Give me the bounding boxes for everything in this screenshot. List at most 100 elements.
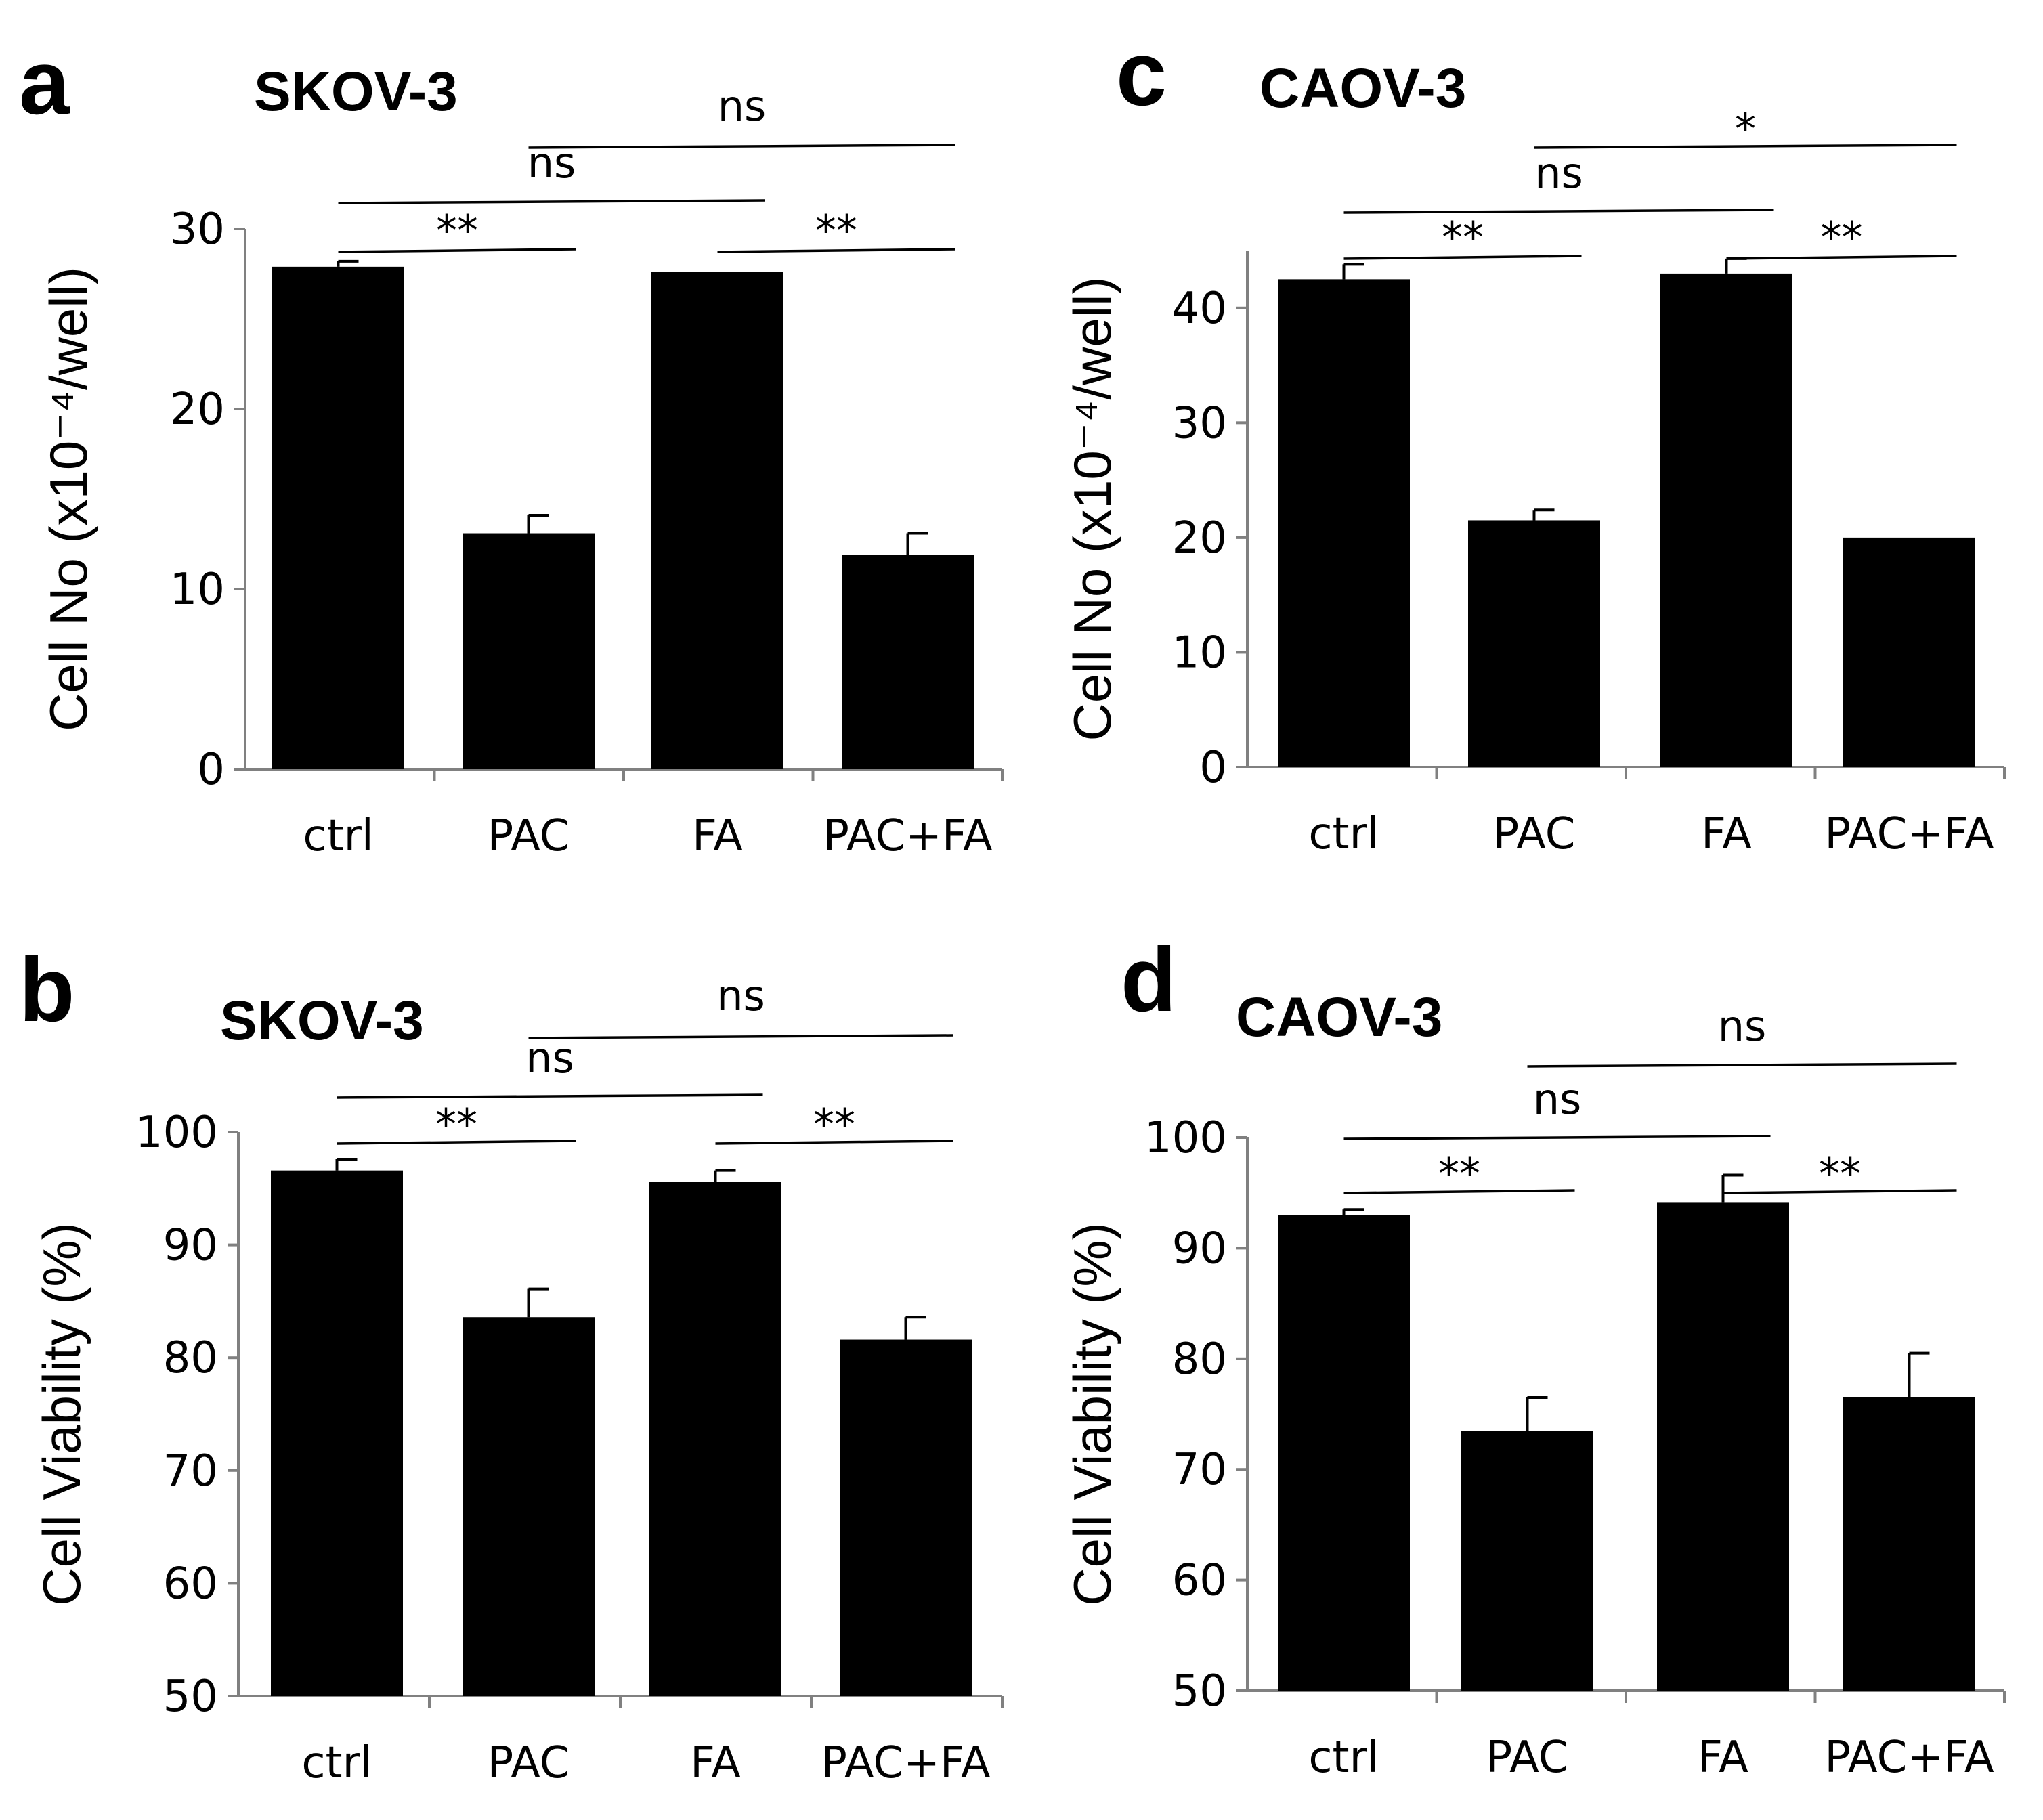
y-tick-label: 100 [135, 1108, 218, 1158]
y-axis-label: Cell Viability (%) [32, 1222, 91, 1605]
significance-line [1343, 209, 1774, 214]
significance-label: ** [1821, 213, 1863, 262]
significance-line [1726, 255, 1957, 260]
significance-label: ** [435, 1100, 477, 1149]
significance-line [337, 1093, 763, 1099]
panel-b: b SKOV-3 Cell Viability (%) 50 60 70 80 90 100 ct… [19, 938, 1004, 1788]
panel-letter: a [19, 31, 70, 133]
x-category-label: ctrl [1308, 809, 1379, 859]
panel-a: a SKOV-3 Cell No (x10⁻⁴/well) 0 10 20 30 ctrl PA… [19, 31, 1004, 861]
x-category-label: PAC+FA [1824, 809, 1994, 859]
y-tick-label: 20 [170, 385, 225, 435]
bar-ctrl [1278, 279, 1410, 767]
significance-label: ns [718, 81, 767, 131]
y-tick-label: 90 [163, 1221, 218, 1271]
bar-pac-fa [1843, 537, 1975, 767]
x-category-label: PAC [1486, 1733, 1569, 1783]
bar-pac [463, 1317, 595, 1696]
significance-label: ns [525, 1033, 574, 1083]
bar-ctrl [271, 1170, 403, 1696]
significance-label: ns [1534, 148, 1583, 198]
y-tick-label: 70 [163, 1446, 218, 1496]
significance-line [715, 1140, 953, 1145]
panel-letter: c [1116, 22, 1167, 125]
panel-title: SKOV-3 [254, 61, 458, 123]
y-tick-label: 70 [1172, 1445, 1227, 1495]
bar-ctrl [272, 266, 404, 769]
panel-letter: d [1121, 928, 1176, 1031]
x-category-label: FA [1701, 809, 1752, 859]
significance-label: ** [1819, 1149, 1861, 1198]
significance-line [1343, 1189, 1575, 1194]
x-category-label: FA [690, 1738, 741, 1788]
bar-fa [649, 1182, 781, 1696]
significance-label: ** [436, 206, 478, 255]
y-tick-label: 30 [1172, 398, 1227, 448]
panel-c: c CAOV-3 Cell No (x10⁻⁴/well) 0 10 20 30 40 ctrl… [1062, 22, 2006, 859]
panel-d: d CAOV-3 Cell Viability (%) 50 60 70 80 90 100 ct… [1062, 928, 2006, 1783]
significance-line [338, 199, 765, 204]
y-tick-label: 40 [1172, 284, 1227, 334]
y-tick-label: 80 [1172, 1335, 1227, 1385]
significance-line [337, 1140, 576, 1145]
significance-label: ** [1442, 213, 1484, 262]
x-category-label: PAC+FA [821, 1738, 990, 1788]
y-tick-label: 20 [1172, 513, 1227, 563]
y-tick-label: 10 [1172, 628, 1227, 678]
significance-line [528, 144, 955, 149]
x-category-label: PAC [1493, 809, 1576, 859]
significance-line [1534, 144, 1957, 149]
bar-ctrl [1278, 1215, 1410, 1691]
y-tick-label: 10 [170, 565, 225, 615]
significance-line [1343, 255, 1582, 260]
bar-fa [1657, 1202, 1789, 1691]
y-axis-label: Cell No (x10⁻⁴/well) [39, 267, 98, 731]
y-tick-label: 80 [163, 1333, 218, 1383]
x-category-label: ctrl [301, 1738, 372, 1788]
bar-pac [463, 533, 595, 769]
bar-pac-fa [840, 1339, 972, 1696]
significance-label: ** [1438, 1149, 1480, 1198]
significance-label: ns [1533, 1075, 1582, 1124]
x-category-label: PAC+FA [823, 811, 992, 861]
significance-label: ns [1718, 1001, 1767, 1051]
x-category-label: PAC [488, 811, 570, 861]
y-tick-label: 90 [1172, 1223, 1227, 1274]
bar-fa [1660, 273, 1792, 767]
panel-title: CAOV-3 [1236, 987, 1442, 1048]
significance-label: ** [815, 206, 857, 255]
x-category-label: PAC [488, 1738, 570, 1788]
x-category-label: ctrl [1308, 1733, 1379, 1783]
x-category-label: ctrl [303, 811, 373, 861]
significance-line [528, 1034, 953, 1039]
x-category-label: PAC+FA [1824, 1733, 1994, 1783]
y-tick-label: 50 [1172, 1666, 1227, 1716]
y-tick-label: 60 [163, 1559, 218, 1609]
significance-line [1343, 1135, 1771, 1140]
panel-letter: b [19, 938, 74, 1041]
bar-pac-fa [1843, 1397, 1975, 1691]
significance-label: * [1735, 104, 1756, 154]
bar-fa [651, 272, 783, 770]
y-tick-label: 50 [163, 1672, 218, 1722]
y-axis-label: Cell No (x10⁻⁴/well) [1062, 277, 1122, 741]
bar-pac-fa [842, 555, 974, 769]
y-tick-label: 60 [1172, 1556, 1227, 1606]
x-category-label: FA [1698, 1733, 1748, 1783]
x-category-label: FA [692, 811, 743, 861]
y-tick-label: 0 [197, 745, 225, 795]
panel-title: SKOV-3 [220, 990, 424, 1052]
significance-line [1527, 1062, 1957, 1068]
y-tick-label: 100 [1144, 1113, 1227, 1163]
significance-label: ns [716, 971, 765, 1020]
significance-label: ** [813, 1100, 855, 1149]
significance-line [338, 248, 576, 253]
y-tick-label: 0 [1199, 743, 1227, 793]
bar-pac [1461, 1431, 1593, 1691]
panel-title: CAOV-3 [1260, 58, 1466, 119]
significance-line [1723, 1189, 1957, 1194]
significance-label: ns [528, 138, 576, 188]
y-axis-label: Cell Viability (%) [1062, 1222, 1122, 1605]
significance-line [717, 248, 955, 253]
